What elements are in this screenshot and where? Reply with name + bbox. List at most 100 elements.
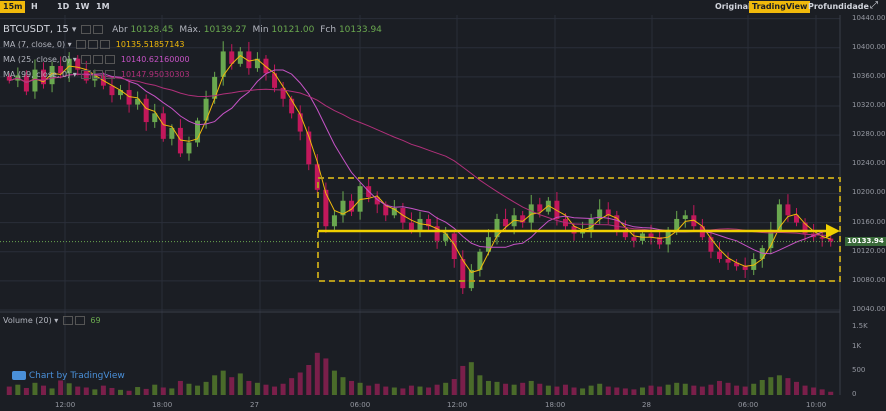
ma7-legend: MA (7, close, 0) ▾ 10135.51857143 bbox=[3, 40, 185, 49]
volume-bar bbox=[41, 385, 47, 395]
candle bbox=[323, 189, 329, 227]
candle bbox=[391, 208, 397, 216]
timeframe-1d[interactable]: 1D bbox=[57, 2, 70, 11]
volume-bar bbox=[511, 384, 517, 395]
volume-bar bbox=[246, 380, 252, 395]
candle bbox=[220, 51, 226, 77]
candle bbox=[716, 251, 722, 260]
time-tick-label: 10:00 bbox=[806, 401, 827, 409]
symbol-legend: BTCUSDT, 15 ▾ Abr 10128.45 Máx. 10139.27… bbox=[3, 24, 382, 35]
settings-icon[interactable] bbox=[93, 25, 104, 34]
candle bbox=[537, 204, 543, 212]
candle bbox=[451, 233, 457, 260]
ma25-hide-icon[interactable] bbox=[81, 55, 92, 64]
ma25-menu-icon[interactable]: ▾ bbox=[72, 55, 77, 64]
volume-settings-icon[interactable] bbox=[74, 316, 85, 325]
low-label: Min bbox=[252, 25, 269, 35]
ma99-settings-icon[interactable] bbox=[93, 70, 104, 79]
timeframe-1m[interactable]: 1M bbox=[96, 2, 110, 11]
candle bbox=[477, 251, 483, 270]
candle bbox=[331, 215, 337, 227]
time-tick-label: 18:00 bbox=[545, 401, 566, 409]
volume-bar bbox=[708, 384, 714, 395]
ma99-line bbox=[9, 73, 831, 236]
close-label: Fch bbox=[320, 25, 337, 35]
candle bbox=[272, 73, 278, 88]
branding-text: Chart by TradingView bbox=[28, 371, 125, 381]
ma7-hide-icon[interactable] bbox=[76, 40, 87, 49]
candle bbox=[828, 238, 834, 242]
ma7-menu-icon[interactable]: ▾ bbox=[67, 40, 72, 49]
ma7-close-icon[interactable] bbox=[100, 40, 111, 49]
volume-bar bbox=[785, 378, 791, 395]
ma25-close-icon[interactable] bbox=[105, 55, 116, 64]
ma25-settings-icon[interactable] bbox=[93, 55, 104, 64]
candle bbox=[434, 226, 440, 241]
volume-bar bbox=[665, 384, 671, 395]
ma99-legend: MA (99, close, 0) ▾ 10147.95030303 bbox=[3, 70, 190, 79]
volume-bar bbox=[366, 385, 372, 395]
volume-bar bbox=[6, 386, 12, 395]
volume-bar bbox=[776, 375, 782, 395]
volume-bar bbox=[562, 384, 568, 395]
volume-bar bbox=[751, 383, 757, 395]
timeframe-h[interactable]: H bbox=[31, 2, 38, 11]
candle bbox=[648, 233, 654, 238]
volume-bar bbox=[657, 386, 663, 395]
time-tick-label: 12:00 bbox=[55, 401, 76, 409]
volume-bar bbox=[391, 387, 397, 395]
candle bbox=[212, 76, 218, 99]
candle bbox=[742, 266, 748, 270]
expand-icon[interactable]: ⤢ bbox=[870, 0, 878, 11]
volume-bar bbox=[314, 352, 320, 395]
symbol-menu-icon[interactable]: ▾ bbox=[71, 25, 77, 35]
ma99-menu-icon[interactable]: ▾ bbox=[72, 70, 77, 79]
close-value: 10133.94 bbox=[338, 25, 382, 35]
candle bbox=[126, 90, 132, 105]
candle bbox=[246, 51, 252, 69]
volume-tick-label: 0 bbox=[852, 390, 857, 398]
ma99-label: MA (99, close, 0) bbox=[3, 70, 71, 79]
volume-bar bbox=[118, 389, 124, 395]
volume-bar bbox=[331, 370, 337, 395]
candle bbox=[280, 87, 286, 99]
ma7-settings-icon[interactable] bbox=[88, 40, 99, 49]
ma99-hide-icon[interactable] bbox=[81, 70, 92, 79]
chart-toolbar: 15m H 1D 1W 1M Original TradingView Prof… bbox=[0, 0, 886, 14]
volume-bar bbox=[622, 388, 628, 395]
volume-bar bbox=[520, 382, 526, 395]
candle bbox=[443, 233, 449, 241]
volume-hide-icon[interactable] bbox=[62, 316, 73, 325]
volume-bar bbox=[323, 358, 329, 395]
timeframe-1w[interactable]: 1W bbox=[75, 2, 90, 11]
volume-bar bbox=[554, 386, 560, 395]
volume-bar bbox=[408, 385, 414, 395]
tradingview-branding[interactable]: Chart by TradingView bbox=[12, 371, 125, 381]
volume-menu-icon[interactable]: ▾ bbox=[54, 316, 59, 325]
view-original[interactable]: Original bbox=[715, 2, 751, 11]
trend-arrow-head bbox=[826, 224, 840, 238]
range-box bbox=[317, 177, 841, 282]
candle bbox=[614, 215, 620, 230]
timeframe-15m[interactable]: 15m bbox=[0, 1, 26, 13]
volume-bar bbox=[100, 385, 106, 395]
low-value: 10121.00 bbox=[271, 25, 315, 35]
volume-bar bbox=[203, 381, 209, 395]
view-depth[interactable]: Profundidade bbox=[808, 2, 869, 11]
volume-bar bbox=[742, 386, 748, 395]
volume-bar bbox=[169, 388, 175, 395]
view-tradingview[interactable]: TradingView bbox=[749, 1, 811, 13]
hide-icon[interactable] bbox=[81, 25, 92, 34]
volume-bar bbox=[485, 380, 491, 395]
candle bbox=[520, 215, 526, 223]
candle bbox=[751, 259, 757, 270]
volume-bar bbox=[503, 383, 509, 395]
candle bbox=[109, 85, 115, 96]
candle bbox=[485, 237, 491, 252]
ma99-close-icon[interactable] bbox=[105, 70, 116, 79]
volume-bar bbox=[237, 373, 243, 395]
volume-bar bbox=[152, 384, 158, 395]
candle bbox=[793, 215, 799, 223]
symbol-name: BTCUSDT, 15 bbox=[3, 24, 69, 35]
